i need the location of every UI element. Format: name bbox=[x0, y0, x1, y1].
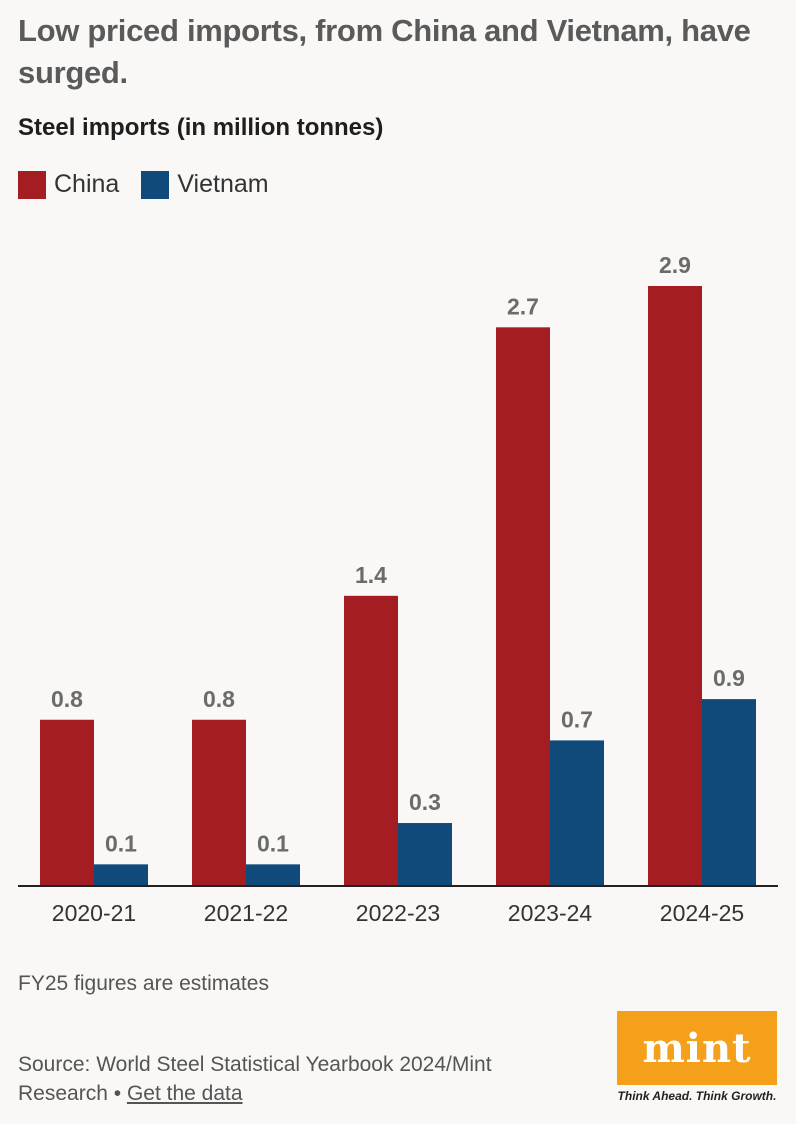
mint-logo: mint Think Ahead. Think Growth. bbox=[617, 1011, 777, 1105]
bar-chart: 0.8 0.1 2020-21 0.8 0.1 2021-22 1.4 0.3 2022-23 2… bbox=[18, 252, 778, 926]
data-label-china-2020-21: 0.8 bbox=[51, 686, 83, 712]
legend: China Vietnam bbox=[18, 170, 291, 199]
legend-swatch-vietnam bbox=[141, 170, 170, 199]
data-label-vietnam-2022-23: 0.3 bbox=[409, 789, 441, 815]
data-label-china-2021-22: 0.8 bbox=[203, 686, 235, 712]
footnote: FY25 figures are estimates bbox=[18, 972, 269, 995]
legend-item-china: China bbox=[18, 170, 119, 199]
bar-vietnam-2024-25 bbox=[702, 699, 756, 885]
mint-logo-box: mint bbox=[617, 1011, 777, 1085]
get-the-data-link[interactable]: Get the data bbox=[126, 1082, 243, 1105]
chart-headline: Low priced imports, from China and Vietn… bbox=[18, 13, 751, 90]
x-tick-label-2020-21: 2020-21 bbox=[52, 900, 136, 926]
bar-vietnam-2020-21 bbox=[94, 864, 148, 885]
data-label-vietnam-2024-25: 0.9 bbox=[713, 665, 745, 691]
legend-swatch-china bbox=[18, 170, 46, 199]
bar-china-2022-23 bbox=[344, 595, 398, 885]
data-label-vietnam-2023-24: 0.7 bbox=[561, 706, 593, 732]
x-tick-label-2021-22: 2021-22 bbox=[204, 900, 288, 926]
x-tick-label-2023-24: 2023-24 bbox=[508, 900, 593, 926]
bar-vietnam-2022-23 bbox=[398, 823, 452, 885]
bar-vietnam-2021-22 bbox=[246, 864, 300, 885]
data-label-vietnam-2020-21: 0.1 bbox=[105, 830, 137, 856]
data-label-china-2024-25: 2.9 bbox=[659, 252, 691, 278]
bar-china-2023-24 bbox=[496, 327, 550, 885]
data-label-china-2022-23: 1.4 bbox=[355, 562, 387, 588]
legend-label-china: China bbox=[54, 170, 120, 198]
legend-label-vietnam: Vietnam bbox=[177, 170, 269, 198]
mint-logo-tagline: Think Ahead. Think Growth. bbox=[617, 1089, 777, 1103]
separator-dot: • bbox=[113, 1082, 122, 1105]
bar-vietnam-2023-24 bbox=[550, 740, 604, 885]
x-tick-label-2022-23: 2022-23 bbox=[356, 900, 440, 926]
data-label-china-2023-24: 2.7 bbox=[507, 293, 539, 319]
legend-item-vietnam: Vietnam bbox=[141, 170, 269, 199]
chart-subtitle: Steel imports (in million tonnes) bbox=[18, 114, 384, 141]
data-label-vietnam-2021-22: 0.1 bbox=[257, 830, 289, 856]
source-text: Source: World Steel Statistical Yearbook… bbox=[18, 1053, 492, 1105]
bar-china-2024-25 bbox=[648, 286, 702, 885]
x-tick-label-2024-25: 2024-25 bbox=[660, 900, 744, 926]
source-line: Source: World Steel Statistical Yearbook… bbox=[18, 1050, 578, 1108]
bar-china-2020-21 bbox=[40, 719, 94, 885]
bar-china-2021-22 bbox=[192, 719, 246, 885]
